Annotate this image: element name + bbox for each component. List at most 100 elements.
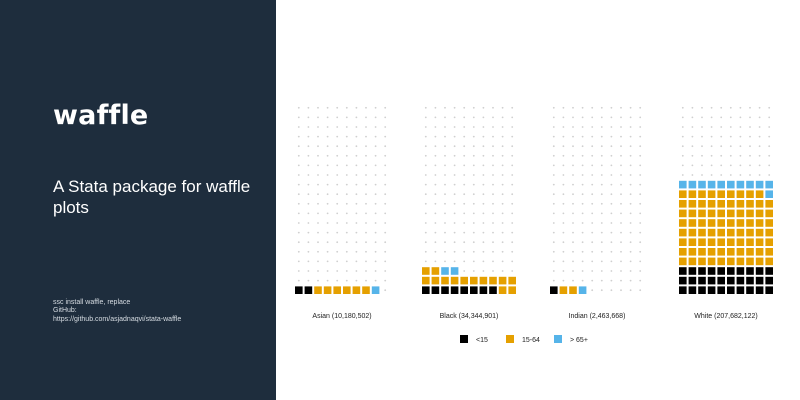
waffle-empty-dot (620, 260, 622, 263)
waffle-empty-dot (424, 193, 427, 196)
legend-item: 15-64 (506, 335, 540, 344)
waffle-cell-under-15 (736, 267, 745, 275)
waffle-empty-dot (434, 183, 437, 186)
waffle-empty-dot (345, 250, 348, 253)
waffle-empty-dot (729, 154, 732, 157)
waffle-empty-dot (336, 135, 339, 138)
waffle-empty-dot (307, 231, 310, 234)
waffle-cell-age-15-64 (698, 238, 706, 246)
waffle-empty-dot (463, 174, 466, 176)
waffle-empty-dot (581, 202, 584, 205)
waffle-empty-dot (492, 193, 494, 196)
waffle-empty-dot (629, 174, 632, 176)
waffle-cell-age-15-64 (569, 286, 577, 294)
waffle-empty-dot (572, 154, 574, 157)
waffle-empty-dot (701, 126, 703, 128)
waffle-empty-dot (307, 250, 310, 253)
waffle-empty-dot (317, 222, 319, 224)
waffle-empty-dot (492, 154, 494, 157)
waffle-cell-under-15 (550, 286, 558, 294)
waffle-empty-dot (610, 126, 613, 128)
waffle-empty-dot (384, 222, 387, 224)
waffle-empty-dot (297, 106, 300, 109)
waffle-empty-dot (620, 145, 622, 148)
waffle-empty-dot (749, 154, 751, 157)
legend-label: > 65+ (570, 337, 588, 344)
waffle-cell-age-15-64 (727, 219, 735, 227)
waffle-empty-dot (600, 183, 603, 186)
waffle-empty-dot (501, 183, 504, 186)
waffle-empty-dot (511, 270, 514, 272)
waffle-cell-age-15-64 (431, 267, 440, 275)
waffle-empty-dot (297, 231, 300, 234)
waffle-empty-dot (591, 260, 594, 263)
waffle-empty-dot (629, 193, 632, 196)
waffle-empty-dot (424, 174, 427, 176)
waffle-empty-dot (600, 270, 603, 272)
waffle-empty-dot (336, 193, 339, 196)
waffle-empty-dot (572, 193, 574, 196)
waffle-empty-dot (591, 154, 594, 157)
waffle-empty-dot (768, 135, 771, 138)
waffle-cell-age-15-64 (679, 190, 687, 198)
waffle-empty-dot (492, 270, 494, 272)
waffle-empty-dot (453, 106, 456, 109)
waffle-empty-dot (620, 154, 622, 157)
waffle-empty-dot (681, 126, 684, 128)
waffle-empty-dot (453, 202, 456, 205)
category-label: Indian (2,463,668) (569, 313, 626, 320)
waffle-empty-dot (297, 241, 300, 244)
waffle-empty-dot (629, 106, 632, 109)
waffle-cell-over-65 (707, 180, 716, 189)
waffle-empty-dot (629, 135, 632, 138)
waffle-empty-dot (472, 135, 475, 138)
waffle-cell-age-15-64 (755, 209, 764, 218)
github-url[interactable]: https://github.com/asjadnaqvi/stata-waff… (53, 315, 182, 323)
waffle-empty-dot (562, 116, 565, 119)
waffle-empty-dot (472, 193, 475, 196)
waffle-empty-dot (600, 212, 603, 215)
waffle-cell-under-15 (717, 286, 725, 294)
waffle-empty-dot (629, 241, 632, 244)
waffle-cell-under-15 (755, 267, 764, 275)
waffle-empty-dot (453, 241, 456, 244)
waffle-cell-over-65 (578, 286, 587, 294)
waffle-cell-age-15-64 (698, 190, 706, 198)
waffle-empty-dot (691, 126, 694, 128)
waffle-empty-dot (365, 116, 367, 119)
waffle-empty-dot (384, 164, 387, 167)
waffle-cell-age-15-64 (755, 190, 764, 198)
waffle-empty-dot (424, 106, 427, 109)
waffle-empty-dot (572, 260, 574, 263)
waffle-empty-dot (444, 231, 446, 234)
waffle-cell-age-15-64 (679, 209, 687, 218)
waffle-empty-dot (444, 145, 446, 148)
waffle-cell-age-15-64 (508, 286, 516, 294)
waffle-empty-dot (581, 222, 584, 224)
waffle-empty-dot (639, 202, 642, 205)
waffle-empty-dot (492, 116, 494, 119)
waffle-empty-dot (297, 250, 300, 253)
waffle-empty-dot (453, 174, 456, 176)
waffle-empty-dot (384, 212, 387, 215)
waffle-empty-dot (572, 116, 574, 119)
waffle-cell-under-15 (479, 286, 488, 294)
waffle-empty-dot (492, 126, 494, 128)
waffle-empty-dot (374, 270, 377, 272)
waffle-empty-dot (345, 174, 348, 176)
waffle-empty-dot (562, 164, 565, 167)
waffle-empty-dot (600, 202, 603, 205)
waffle-empty-dot (434, 260, 437, 263)
waffle-cell-age-15-64 (508, 276, 516, 285)
waffle-cell-over-65 (765, 190, 773, 198)
waffle-cell-age-15-64 (765, 228, 773, 237)
waffle-empty-dot (511, 164, 514, 167)
waffle-empty-dot (629, 126, 632, 128)
waffle-empty-dot (562, 202, 565, 205)
waffle-empty-dot (374, 279, 377, 282)
waffle-empty-dot (720, 135, 723, 138)
waffle-empty-dot (710, 135, 713, 138)
legend-label: <15 (476, 337, 488, 344)
waffle-empty-dot (768, 154, 771, 157)
waffle-empty-dot (511, 212, 514, 215)
